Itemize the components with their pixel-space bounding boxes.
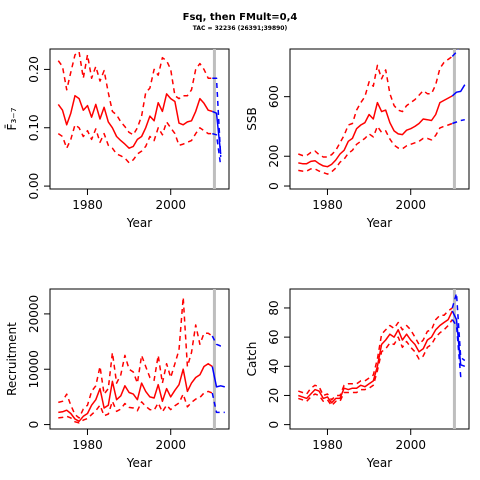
plot-frame <box>49 48 230 190</box>
historical-lower-ci-line <box>298 319 453 407</box>
projection-median-line <box>212 110 222 155</box>
projection-median-line <box>451 84 466 97</box>
plot-frame <box>289 48 470 190</box>
projection-lower-ci-line <box>211 392 225 414</box>
y-tick-label: 0 <box>27 421 41 429</box>
historical-upper-ci-line <box>57 51 213 136</box>
historical-upper-ci-line <box>298 307 453 401</box>
y-tick-label: 80 <box>267 300 281 315</box>
x-tick-label: 1980 <box>72 438 103 452</box>
y-tick-label: 0.20 <box>27 56 41 83</box>
y-tick-label: 60 <box>267 329 281 344</box>
panel-ssb: 1980 2000 0 200 600 Year SSB <box>245 48 470 230</box>
projection-upper-ci-line <box>211 335 225 347</box>
historical-lower-ci-line <box>57 121 213 164</box>
y-axis-label: SSB <box>245 107 259 130</box>
x-tick-label: 1980 <box>312 198 343 212</box>
y-tick-label: 40 <box>267 359 281 374</box>
historical-median-line <box>298 95 453 168</box>
historical-upper-ci-line <box>58 296 213 419</box>
projection-lower-ci-line <box>212 132 222 166</box>
x-tick-label: 2000 <box>395 438 426 452</box>
figure-subtitle: TAC = 32236 (26391;39890) <box>193 25 288 32</box>
y-tick-label: 200 <box>267 145 281 168</box>
projection-lower-ci-line <box>451 319 466 378</box>
projection-lower-ci-line <box>452 118 465 125</box>
x-axis-label: Year <box>126 456 152 470</box>
y-axis-label: F̄₃₋₇ <box>5 107 19 130</box>
historical-median-line <box>58 362 213 423</box>
historical-median-line <box>57 93 213 149</box>
y-tick-label: 20000 <box>27 295 41 333</box>
historical-median-line <box>298 310 453 404</box>
y-tick-label: 10000 <box>27 350 41 388</box>
x-tick-label: 1980 <box>72 198 103 212</box>
projection-upper-ci-line <box>451 49 459 57</box>
x-tick-label: 1980 <box>312 438 343 452</box>
y-tick-label: 20 <box>267 388 281 403</box>
y-tick-label: 0.00 <box>27 173 41 200</box>
plot-frame <box>49 288 230 430</box>
panel-f: 1980 2000 0.00 0.10 0.20 Year F̄₃₋₇ <box>5 48 230 230</box>
historical-upper-ci-line <box>298 55 453 158</box>
y-tick-label: 0 <box>267 182 281 190</box>
x-tick-label: 2000 <box>155 438 186 452</box>
x-axis-label: Year <box>366 456 392 470</box>
x-tick-label: 2000 <box>395 198 426 212</box>
plot-area <box>57 49 222 189</box>
projection-median-line <box>211 366 225 388</box>
x-axis-label: Year <box>126 216 152 230</box>
projection-upper-ci-line <box>451 292 466 362</box>
y-tick-label: 600 <box>267 85 281 108</box>
y-axis-label: Catch <box>245 342 259 377</box>
y-axis-label: Recruitment <box>5 322 19 396</box>
plot-area <box>58 289 225 429</box>
plot-area <box>298 289 466 429</box>
projection-upper-ci-line <box>212 77 222 157</box>
figure-title: Fsq, then FMult=0,4 <box>183 12 298 23</box>
projection-median-line <box>451 310 466 368</box>
plot-area <box>298 49 466 189</box>
y-tick-label: 0.10 <box>27 114 41 141</box>
panel-catch: 1980 2000 0 20 40 60 80 Year Catch <box>245 288 470 470</box>
x-tick-label: 2000 <box>155 198 186 212</box>
x-axis-label: Year <box>366 216 392 230</box>
historical-lower-ci-line <box>58 390 213 424</box>
plot-frame <box>289 288 470 430</box>
y-tick-label: 0 <box>267 421 281 429</box>
historical-lower-ci-line <box>298 122 453 175</box>
